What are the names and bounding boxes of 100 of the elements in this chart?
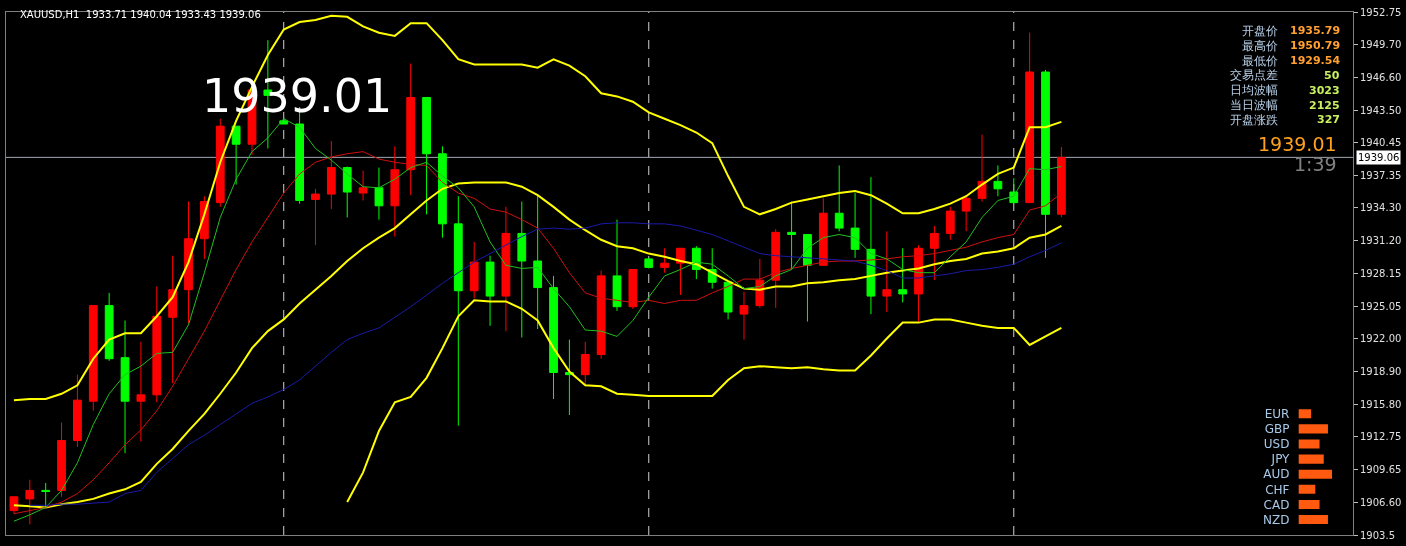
text: 1950.79 <box>1290 39 1341 52</box>
candlestick <box>57 421 66 498</box>
candlestick <box>1056 146 1066 218</box>
y-tick-label: 1946.60 <box>1360 71 1402 83</box>
candlestick <box>533 194 543 330</box>
y-tick-label: 1906.60 <box>1360 496 1402 508</box>
text: 最高价 <box>1242 39 1278 53</box>
text: 3023 <box>1309 84 1340 97</box>
bar <box>1298 454 1324 464</box>
y-tick-label: EUR <box>1264 406 1290 421</box>
candlestick <box>374 167 384 221</box>
candlestick <box>787 201 796 271</box>
candlestick <box>596 270 606 360</box>
candlestick <box>628 269 638 310</box>
y-tick-label: USD <box>1263 437 1290 452</box>
text: 开盘涨跌 <box>1230 113 1278 127</box>
y-tick-label: JPY <box>1270 452 1291 467</box>
candlestick <box>612 219 622 312</box>
y-tick-label: CHF <box>1265 482 1290 497</box>
candlestick <box>104 292 114 362</box>
candlestick <box>1025 32 1035 204</box>
candlestick <box>453 195 463 427</box>
candlestick <box>945 206 955 241</box>
bar <box>1298 409 1312 419</box>
candlestick <box>152 286 162 403</box>
y-tick-label: 1928.15 <box>1360 267 1402 279</box>
candlestick <box>739 291 749 341</box>
candlestick <box>565 339 574 416</box>
candlestick <box>136 341 146 443</box>
candlestick <box>549 275 558 400</box>
candlestick <box>73 374 82 448</box>
candlestick <box>660 247 670 274</box>
line-series <box>346 299 1063 504</box>
candlestick <box>406 63 416 196</box>
candlestick <box>390 145 400 238</box>
candlestick <box>850 192 860 259</box>
candlestick <box>771 228 781 309</box>
candlestick <box>993 164 1003 197</box>
y-tick-label: 1912.75 <box>1360 431 1402 443</box>
y-tick-label: 1909.65 <box>1360 464 1402 476</box>
candlestick <box>977 134 987 203</box>
candlestick <box>469 241 479 299</box>
text: 1929.54 <box>1290 54 1341 67</box>
text: 最低价 <box>1242 54 1278 68</box>
candlestick <box>930 225 939 281</box>
candlestick <box>485 255 495 327</box>
candlestick <box>501 206 511 332</box>
candlestick <box>517 201 527 338</box>
candlestick <box>580 341 590 387</box>
candlestick <box>644 257 654 269</box>
candlestick <box>25 479 35 525</box>
bar <box>1298 514 1328 525</box>
candlestick <box>184 201 193 325</box>
text: 1939.01 <box>1258 133 1337 155</box>
y-tick-label: 1915.80 <box>1360 398 1402 410</box>
candlestick <box>231 125 241 186</box>
candlestick <box>326 140 336 210</box>
y-tick-label: 1931.20 <box>1360 235 1402 247</box>
text: 开盘价 <box>1242 24 1278 38</box>
candlestick <box>358 170 368 201</box>
candlestick <box>311 188 320 246</box>
candlestick <box>1041 69 1050 259</box>
y-tick-label: 1940.45 <box>1360 137 1402 149</box>
text: 1935.79 <box>1290 24 1341 37</box>
y-tick-label: 1952.75 <box>1360 6 1402 18</box>
y-tick-label: 1943.50 <box>1360 104 1402 116</box>
y-tick-label: AUD <box>1263 467 1290 482</box>
candlestick <box>168 255 178 384</box>
y-tick-label: 1903.5 <box>1360 529 1395 541</box>
ref-line-label: 1939.06 <box>1358 152 1400 163</box>
candlestick <box>803 233 812 323</box>
bar <box>1298 499 1320 509</box>
chart-title: XAUUSD,H1 1933.71 1940.04 1933.43 1939.06 <box>20 8 261 20</box>
bar <box>1298 439 1320 449</box>
text: 当日波幅 <box>1230 98 1278 112</box>
bar <box>1298 484 1316 494</box>
bar <box>1298 424 1328 434</box>
y-tick-label: 1934.30 <box>1360 202 1402 214</box>
candlestick <box>422 96 431 215</box>
y-tick-label: 1925.05 <box>1360 300 1402 312</box>
candlestick <box>120 319 130 454</box>
text: 日均波幅 <box>1230 83 1278 97</box>
candlestick <box>342 166 352 218</box>
y-tick-label: CAD <box>1263 497 1290 512</box>
candlestick <box>834 164 844 232</box>
candlestick <box>882 230 892 313</box>
y-tick-label: NZD <box>1263 512 1290 527</box>
y-tick-label: 1949.70 <box>1360 38 1402 50</box>
text: 50 <box>1324 69 1340 82</box>
y-tick-label: 1922.00 <box>1360 333 1402 345</box>
y-tick-label: GBP <box>1264 422 1290 437</box>
y-tick-label: 1937.35 <box>1360 170 1402 182</box>
y-tick-label: 1918.90 <box>1360 365 1402 377</box>
candlestick <box>961 194 971 232</box>
candlestick <box>41 482 51 508</box>
text: 327 <box>1317 113 1340 126</box>
candlestick <box>215 118 225 208</box>
bar <box>1298 469 1333 479</box>
candlestick <box>723 281 733 320</box>
text: 2125 <box>1309 99 1340 112</box>
